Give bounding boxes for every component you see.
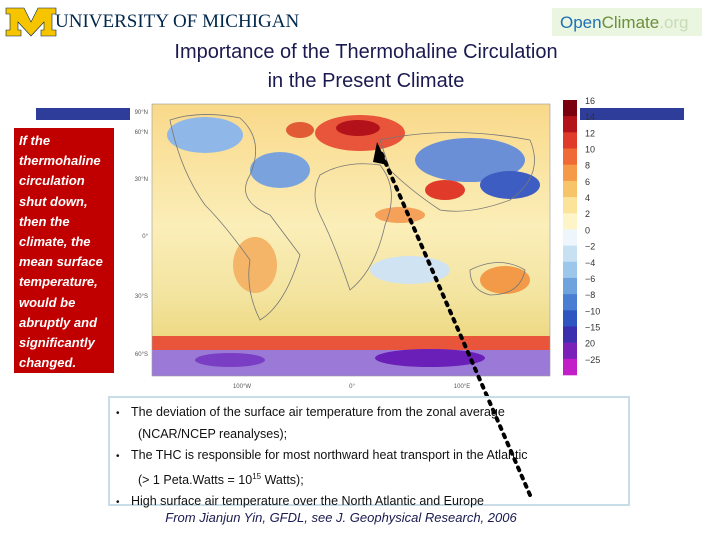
colorbar-swatch	[563, 358, 577, 376]
temperature-map	[151, 103, 551, 377]
bullet: The THC is responsible for most northwar…	[116, 445, 628, 491]
michigan-m	[5, 7, 57, 37]
accent-bar	[580, 108, 684, 120]
lon-label: 100°E	[454, 384, 470, 390]
colorbar-label: 16	[585, 96, 595, 106]
colorbar-label: 0	[585, 225, 590, 235]
lat-label: 90°N	[135, 110, 148, 116]
colorbar-label: 4	[585, 193, 590, 203]
university-name: UNIVERSITY OF MICHIGAN	[55, 11, 299, 32]
lat-label: 30°N	[135, 177, 148, 183]
colorbar-label: 14	[585, 112, 595, 122]
bullet: The deviation of the surface air tempera…	[116, 402, 628, 445]
colorbar-label: 6	[585, 177, 590, 187]
colorbar-swatch	[563, 132, 577, 149]
lon-label: 0°	[349, 384, 355, 390]
colorbar-label: −15	[585, 322, 600, 332]
site-org: .org	[659, 13, 688, 32]
colorbar-swatch	[563, 229, 577, 246]
colorbar-label: −6	[585, 274, 595, 284]
lat-label: 0°	[142, 234, 148, 240]
superscript: 15	[252, 472, 262, 482]
bullet-text: The deviation of the surface air tempera…	[131, 405, 505, 419]
colorbar-swatch	[563, 310, 577, 327]
colorbar-swatch	[563, 164, 577, 182]
title-line: Importance of the Thermohaline Circulati…	[174, 41, 557, 63]
colorbar-label: 12	[585, 128, 595, 138]
colorbar-label: 10	[585, 145, 595, 155]
colorbar-label: 8	[585, 161, 590, 171]
colorbar-swatch	[563, 148, 577, 166]
colorbar-label: −4	[585, 258, 595, 268]
site-logo: OpenClimate.org	[560, 13, 689, 32]
colorbar-swatch	[563, 342, 577, 360]
lon-label: 100°W	[233, 384, 251, 390]
site-logo-bg	[552, 8, 702, 36]
colorbar-label: −25	[585, 355, 600, 365]
bullet-text-line: (> 1 Peta.Watts = 1015 Watts);	[131, 467, 628, 491]
citation: From Jianjun Yin, GFDL, see J. Geophysic…	[165, 510, 517, 525]
colorbar-label: −10	[585, 306, 600, 316]
bullet-text: Watts);	[261, 473, 304, 488]
callout: If the thermohaline circulation shut dow…	[14, 128, 114, 373]
colorbar-swatch	[563, 197, 577, 214]
bullet-text: (> 1 Peta.Watts = 10	[138, 473, 253, 488]
colorbar-label: 2	[585, 209, 590, 219]
colorbar-swatch	[563, 277, 577, 295]
bullet: High surface air temperature over the No…	[116, 491, 628, 513]
bullet-box: The deviation of the surface air tempera…	[108, 396, 630, 508]
colorbar-swatch	[563, 180, 577, 198]
lat-label: 30°S	[135, 294, 148, 300]
colorbar-swatch	[563, 116, 577, 133]
bullet-text: (NCAR/NCEP reanalyses);	[138, 427, 288, 442]
colorbar-label: −2	[585, 242, 595, 252]
colorbar-label: 20	[585, 339, 595, 349]
colorbar-swatch	[563, 294, 577, 311]
bullet-text: The THC is responsible for most northwar…	[131, 447, 528, 462]
accent-bar	[36, 108, 130, 120]
site-climate: Climate	[602, 13, 660, 32]
colorbar-swatch	[563, 100, 577, 117]
colorbar-swatch	[563, 326, 577, 343]
colorbar-swatch	[563, 213, 577, 230]
colorbar-label: −8	[585, 290, 595, 300]
colorbar-swatch	[563, 261, 577, 279]
title-line: in the Present Climate	[268, 70, 465, 92]
lat-label: 60°S	[135, 352, 148, 358]
arrow-head	[373, 142, 388, 165]
bullet-text: High surface air temperature over the No…	[131, 493, 484, 508]
colorbar-swatch	[563, 245, 577, 263]
site-open: Open	[560, 13, 602, 32]
lat-label: 60°N	[135, 130, 148, 136]
